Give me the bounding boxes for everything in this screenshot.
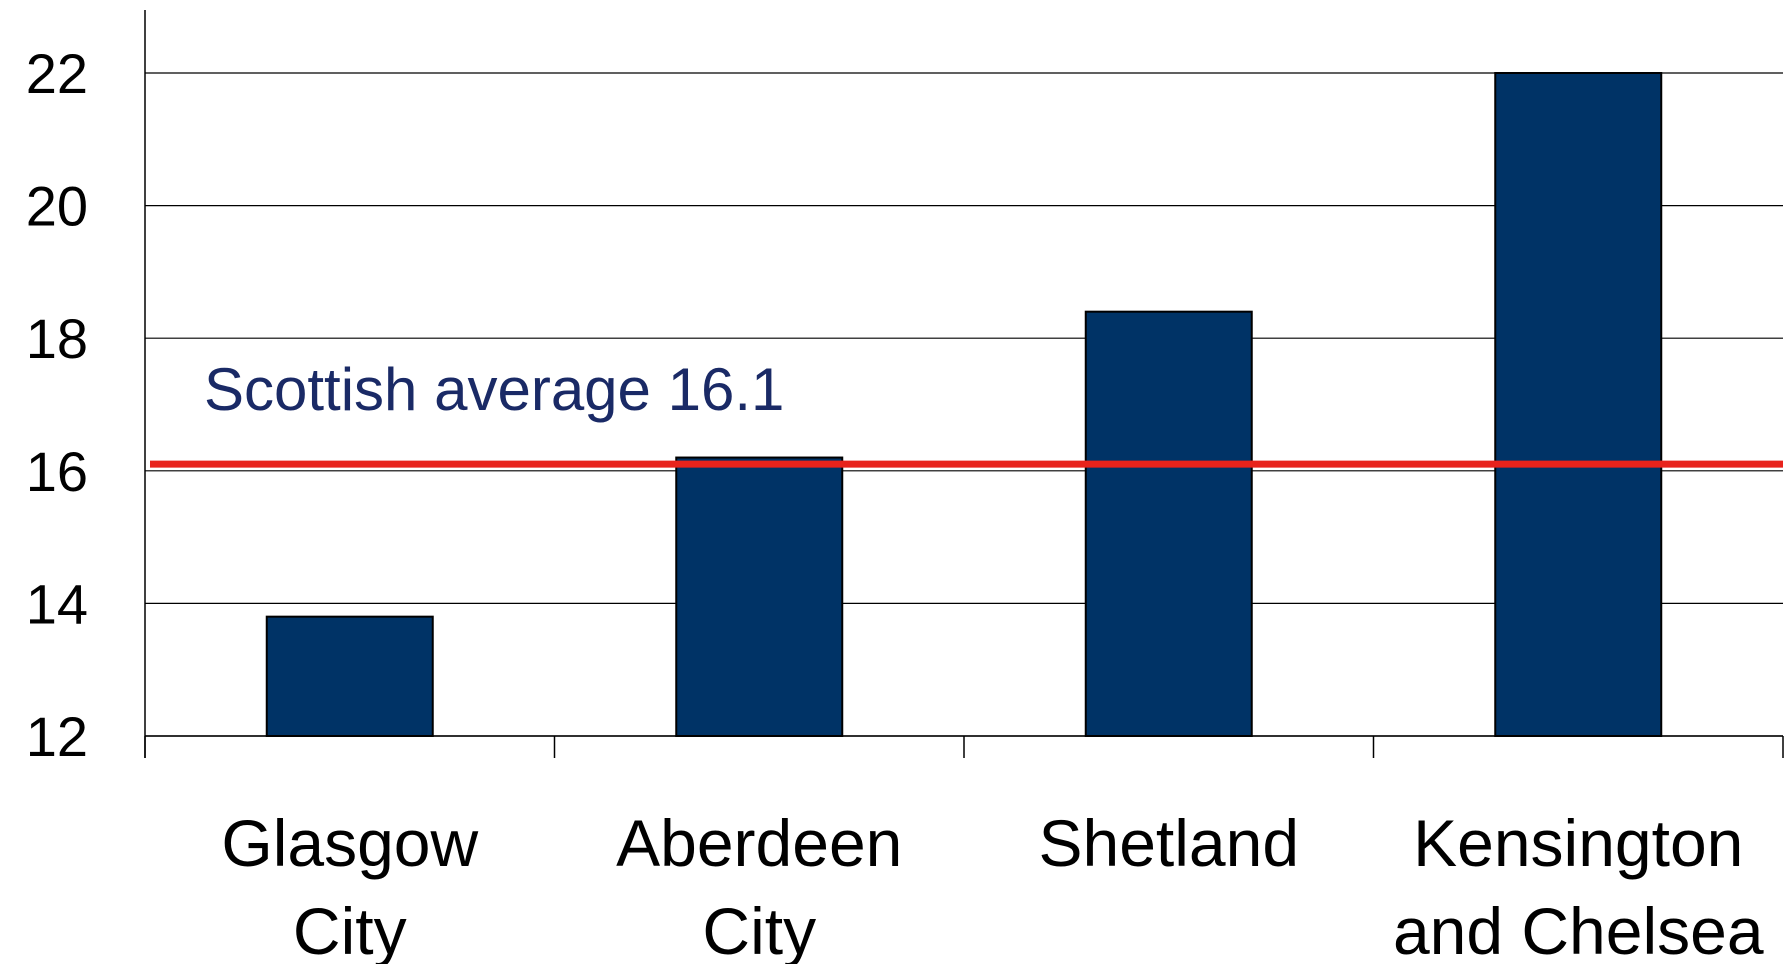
x-category-labels: Glasgow City Aberdeen City Shetland Kensingto…: [221, 806, 1763, 964]
y-tick-label: 20: [26, 175, 88, 238]
bar: [1084, 310, 1253, 737]
x-category-label: Shetland: [1038, 806, 1299, 880]
reference-line-group: Scottish average 16.1: [150, 356, 1783, 468]
x-category-label: Kensington and Chelsea: [1393, 806, 1764, 964]
x-category-label: Glasgow City: [221, 806, 478, 964]
y-tick-label: 14: [26, 572, 88, 635]
bars: [265, 72, 1663, 737]
reference-line-label: Scottish average 16.1: [204, 356, 784, 423]
bar: [265, 615, 434, 737]
y-tick-label: 18: [26, 307, 88, 370]
y-tick-label: 12: [26, 705, 88, 768]
y-tick-label: 22: [26, 42, 88, 105]
y-tick-labels: 12 14 16 18 20 22: [26, 42, 88, 768]
x-category-label: Aberdeen City: [616, 806, 902, 964]
axes: [144, 10, 1784, 758]
bar: [675, 456, 844, 737]
bar: [1494, 72, 1663, 737]
y-tick-label: 16: [26, 440, 88, 503]
